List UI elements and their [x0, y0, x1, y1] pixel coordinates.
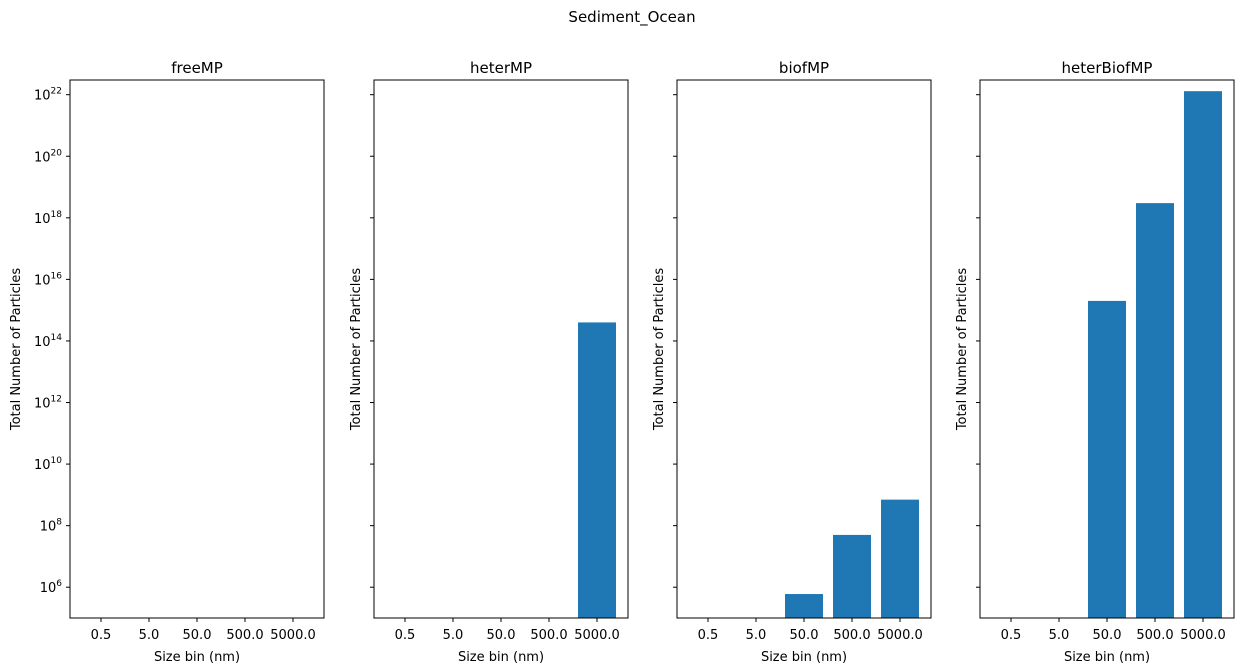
figure-suptitle: Sediment_Ocean [568, 8, 695, 27]
x-tick-label: 0.5 [1001, 628, 1022, 643]
x-axis-label: Size bin (nm) [761, 650, 847, 665]
x-tick-label: 5.0 [443, 628, 464, 643]
x-tick-label: 5000.0 [877, 628, 923, 643]
x-tick-label: 5000.0 [574, 628, 620, 643]
panel-title: biofMP [779, 59, 829, 77]
y-axis-label: Total Number of Particles [349, 268, 364, 432]
y-tick-label: 108 [40, 518, 63, 535]
panel-2: heterMP 0.5 5.0 50.0 500.0 5000.0 Size bin (nm… [349, 59, 629, 665]
panel-title: freeMP [171, 59, 223, 77]
x-tick-label: 0.5 [91, 628, 112, 643]
y-tick-label: 1014 [34, 333, 62, 350]
y-axis-label: Total Number of Particles [9, 268, 24, 432]
y-tick-label: 1012 [34, 395, 62, 412]
y-tick-label: 106 [40, 579, 63, 596]
x-axis-label: Size bin (nm) [154, 650, 240, 665]
x-tick-label: 5000.0 [1180, 628, 1226, 643]
x-tick-label: 5.0 [1049, 628, 1070, 643]
y-tick-label: 1020 [34, 148, 62, 165]
x-axis-label: Size bin (nm) [458, 650, 544, 665]
bar-500.0 [833, 534, 871, 618]
x-tick-label: 0.5 [698, 628, 719, 643]
x-tick-label: 0.5 [395, 628, 416, 643]
x-tick-label: 500.0 [1136, 628, 1173, 643]
y-tick-label: 1010 [34, 456, 62, 473]
x-tick-label: 50.0 [183, 628, 212, 643]
x-tick-label: 500.0 [530, 628, 567, 643]
x-tick-label: 500.0 [833, 628, 870, 643]
x-tick-label: 500.0 [226, 628, 263, 643]
x-tick-label: 5000.0 [270, 628, 316, 643]
x-tick-label: 5.0 [139, 628, 160, 643]
bar-5000.0 [1184, 91, 1222, 618]
panels: freeMP 0.5 5.0 50.0 500.0 5000.0 Size bin (nm)… [9, 59, 1235, 665]
x-tick-label: 50.0 [1093, 628, 1122, 643]
y-tick-label: 1016 [34, 271, 62, 288]
panel-1: freeMP 0.5 5.0 50.0 500.0 5000.0 Size bin (nm)… [9, 59, 325, 665]
bar-5000.0 [881, 499, 919, 618]
bar-50.0 [1088, 300, 1126, 618]
bar-500.0 [1136, 203, 1174, 619]
panel-4: heterBiofMP 0.5 5.0 50.0 500.0 5000.0 Size bin… [955, 59, 1235, 665]
axes-frame [69, 79, 325, 619]
x-axis-label: Size bin (nm) [1064, 650, 1150, 665]
y-tick-label: 1018 [34, 210, 62, 227]
y-axis-label: Total Number of Particles [955, 268, 970, 432]
y-axis-label: Total Number of Particles [652, 268, 667, 432]
bar-5000.0 [578, 322, 616, 618]
x-tick-label: 50.0 [790, 628, 819, 643]
x-tick-label: 5.0 [746, 628, 767, 643]
panel-3: biofMP 0.5 5.0 50.0 500.0 5000.0 Size bin (nm)… [652, 59, 932, 665]
panel-title: heterBiofMP [1062, 59, 1153, 77]
panel-title: heterMP [470, 59, 532, 77]
bar-50.0 [785, 594, 823, 618]
x-tick-label: 50.0 [487, 628, 516, 643]
y-tick-label: 1022 [34, 87, 62, 104]
